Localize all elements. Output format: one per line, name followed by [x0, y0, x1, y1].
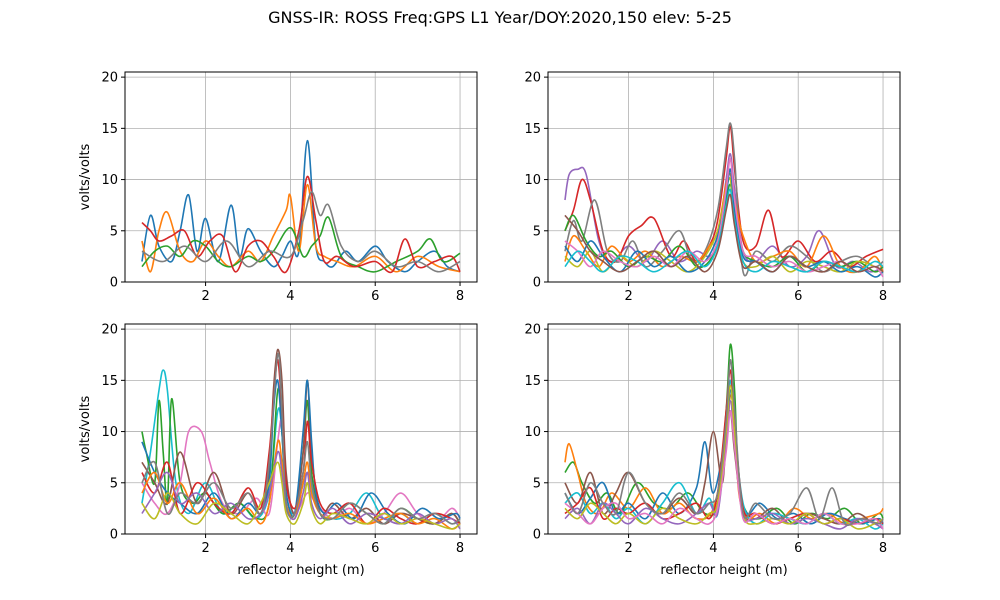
y-tick-label: 5: [110, 224, 118, 239]
series-line-10: [564, 359, 884, 526]
axes-frame: [124, 323, 478, 535]
series-line-10: [564, 193, 884, 273]
y-tick-label: 10: [524, 425, 541, 440]
y-tick-label: 10: [524, 173, 541, 188]
series-line-9: [564, 188, 884, 273]
axes-frame: [547, 323, 901, 535]
y-tick-label: 20: [524, 71, 541, 86]
x-tick-label: 8: [879, 289, 887, 304]
x-tick-label: 2: [624, 541, 632, 556]
series-group: [564, 343, 884, 530]
y-tick-label: 10: [101, 425, 118, 440]
y-tick-label: 15: [524, 374, 541, 389]
series-line-8: [564, 384, 884, 530]
axes-frame: [124, 71, 478, 283]
y-tick-label: 20: [524, 323, 541, 338]
y-tick-label: 5: [533, 224, 541, 239]
subplot-top-left: 2 4 6 8 0 5 10 15 20 volts/volts: [78, 71, 478, 304]
x-tick-label: 4: [286, 289, 294, 304]
x-axis-label: reflector height (m): [660, 563, 787, 578]
series-line-10: [141, 352, 461, 525]
x-tick-label: 4: [709, 289, 717, 304]
series-line-4: [141, 175, 461, 274]
x-tick-label: 4: [709, 541, 717, 556]
x-axis-label: reflector height (m): [237, 563, 364, 578]
series-line-9: [141, 461, 461, 530]
axes-frame: [547, 71, 901, 283]
y-tick-label: 5: [533, 476, 541, 491]
series-line-9: [564, 410, 884, 530]
subplot-bottom-left: 2 4 6 8 0 5 10 15 20 reflector height (m) volts/vo…: [78, 323, 478, 578]
series-line-8: [564, 158, 884, 278]
series-line-2: [141, 183, 461, 273]
x-tick-label: 4: [286, 541, 294, 556]
x-tick-label: 6: [371, 289, 379, 304]
subplot-top-right: 2 4 6 8 0 5 10 15 20: [524, 71, 901, 304]
series-group: [141, 348, 461, 530]
subplot-bottom-right: 2 4 6 8 0 5 10 15 20 reflector height (m): [524, 323, 901, 578]
x-tick-label: 2: [624, 289, 632, 304]
y-tick-label: 15: [524, 122, 541, 137]
x-tick-label: 2: [201, 289, 209, 304]
figure-title: GNSS-IR: ROSS Freq:GPS L1 Year/DOY:2020,…: [268, 8, 732, 27]
x-tick-label: 8: [456, 289, 464, 304]
series-group: [564, 122, 884, 278]
y-tick-label: 0: [533, 276, 541, 291]
x-tick-label: 6: [794, 289, 802, 304]
y-tick-label: 15: [101, 122, 118, 137]
series-line-3: [564, 122, 884, 277]
x-tick-label: 6: [794, 541, 802, 556]
y-axis-label: volts/volts: [78, 143, 93, 210]
y-tick-label: 20: [101, 71, 118, 86]
series-line-5: [141, 191, 461, 273]
x-tick-label: 8: [879, 541, 887, 556]
x-tick-label: 6: [371, 541, 379, 556]
y-tick-label: 10: [101, 173, 118, 188]
y-tick-label: 0: [110, 528, 118, 543]
y-tick-label: 15: [101, 374, 118, 389]
y-axis-label: volts/volts: [78, 395, 93, 462]
series-group: [141, 139, 461, 274]
x-tick-label: 8: [456, 541, 464, 556]
y-tick-label: 0: [533, 528, 541, 543]
y-tick-label: 0: [110, 276, 118, 291]
x-tick-label: 2: [201, 541, 209, 556]
y-tick-label: 5: [110, 476, 118, 491]
y-tick-label: 20: [101, 323, 118, 338]
series-line-2: [564, 125, 884, 268]
